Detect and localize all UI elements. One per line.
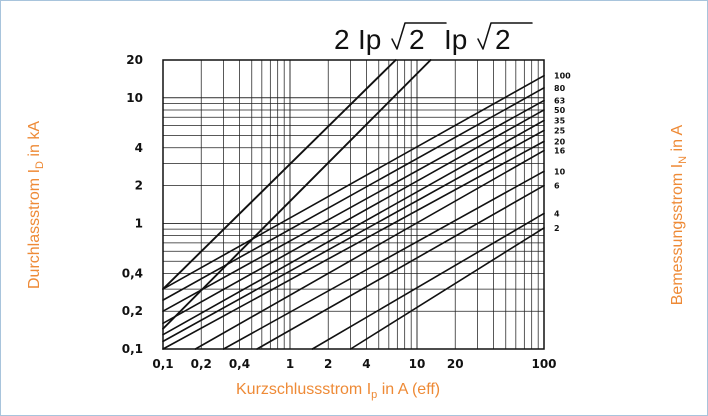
curve-35: [162, 119, 545, 336]
x-tick-label: 2: [324, 357, 332, 371]
grid-layer: [162, 59, 545, 350]
x-tick-label: 20: [447, 357, 464, 371]
x-axis-label: Kurzschlussstrom Ip in A (eff): [236, 381, 441, 402]
curve-50: [162, 109, 545, 325]
formula-sqrt-sign: [477, 22, 533, 50]
right-rating-label: 63: [554, 97, 565, 106]
right-rating-label: 4: [554, 209, 560, 218]
x-axis-label-main: Kurzschlussstrom I: [236, 381, 372, 398]
plot-border: [162, 59, 545, 350]
curve-100: [162, 74, 545, 290]
x-axis-label-tail: in A (eff): [377, 381, 441, 398]
y-tick-label: 2: [135, 179, 143, 193]
formula-sqrt-sign: [391, 22, 447, 50]
curve-16: [194, 149, 545, 350]
x-axis-label-sub: p: [371, 389, 378, 402]
formula-symbol: Ip: [444, 24, 467, 55]
right-rating-label: 6: [554, 182, 560, 191]
formula-sqrt-value: 2: [409, 24, 425, 55]
curve-80: [162, 87, 545, 301]
x-tick-label: 100: [531, 357, 556, 371]
curve-4: [311, 212, 545, 350]
y-tick-label: 20: [126, 53, 143, 67]
y-axis-left-label-sub: D: [34, 161, 47, 169]
y-axis-left-label-main: Durchlassstrom I: [26, 168, 43, 289]
right-rating-label: 20: [554, 137, 566, 146]
curve-25: [162, 129, 545, 343]
right-rating-label: 25: [554, 126, 566, 135]
y-tick-label: 0,4: [122, 266, 143, 280]
curve-2: [349, 227, 545, 350]
formula-header: 2 Ip 2 Ip 2: [334, 22, 533, 55]
formula-factor: 2: [334, 24, 350, 55]
formula-group-2: Ip 2: [444, 22, 533, 55]
right-rating-label: 2: [554, 224, 560, 233]
right-rating-label: 10: [554, 167, 566, 176]
x-tick-label: 4: [362, 357, 370, 371]
curve-63: [162, 99, 545, 312]
right-rating-label: 35: [554, 116, 566, 125]
curve-2-ip-2: [162, 59, 397, 291]
x-tick-label: 1: [286, 357, 294, 371]
curve-10: [222, 170, 545, 350]
x-tick-label: 0,2: [191, 357, 212, 371]
y-tick-label: 0,2: [122, 304, 143, 318]
right-rating-label: 50: [554, 106, 566, 115]
y-tick-label: 10: [126, 91, 143, 105]
x-tick-label: 0,1: [152, 357, 173, 371]
tick-layer: 0,1 0,2 0,4 1 2 4 10 20 100 0,1 0,2 0,4 1 2 4 10 20: [122, 53, 557, 371]
right-rating-label: 80: [554, 84, 566, 93]
y-axis-left-label: Durchlassstrom ID in kA: [26, 121, 47, 289]
right-rating-label: 16: [554, 147, 566, 156]
y-tick-label: 0,1: [122, 342, 143, 356]
x-tick-label: 0,4: [229, 357, 250, 371]
y-axis-right-label: Bemessungsstrom IN in A: [669, 124, 690, 306]
curve-20: [162, 140, 545, 350]
chart-container: 2 Ip 2 Ip 2 0,1 0,2 0,4 1 2 4 10 20 100 0,1 0,2 0,4 1 2 4 1…: [114, 20, 584, 380]
formula-symbol: Ip: [358, 24, 381, 55]
formula-sqrt-value: 2: [495, 24, 511, 55]
curve-ip-2: [162, 59, 432, 330]
y-axis-right-label-main: Bemessungsstrom I: [669, 163, 686, 306]
y-axis-left-label-tail: in kA: [26, 121, 43, 162]
chart-svg: 2 Ip 2 Ip 2 0,1 0,2 0,4 1 2 4 10 20 1000,10,20,41241…: [122, 22, 571, 371]
right-rating-label: 100: [554, 72, 571, 81]
y-axis-right-label-tail: in A: [669, 124, 686, 156]
y-tick-label: 4: [135, 141, 143, 155]
y-tick-label: 1: [135, 216, 143, 230]
formula-group-1: 2 Ip 2: [334, 22, 447, 55]
y-axis-right-label-sub: N: [677, 155, 690, 164]
x-tick-label: 10: [409, 357, 426, 371]
curve-6: [256, 184, 545, 350]
series-layer: [162, 59, 545, 350]
